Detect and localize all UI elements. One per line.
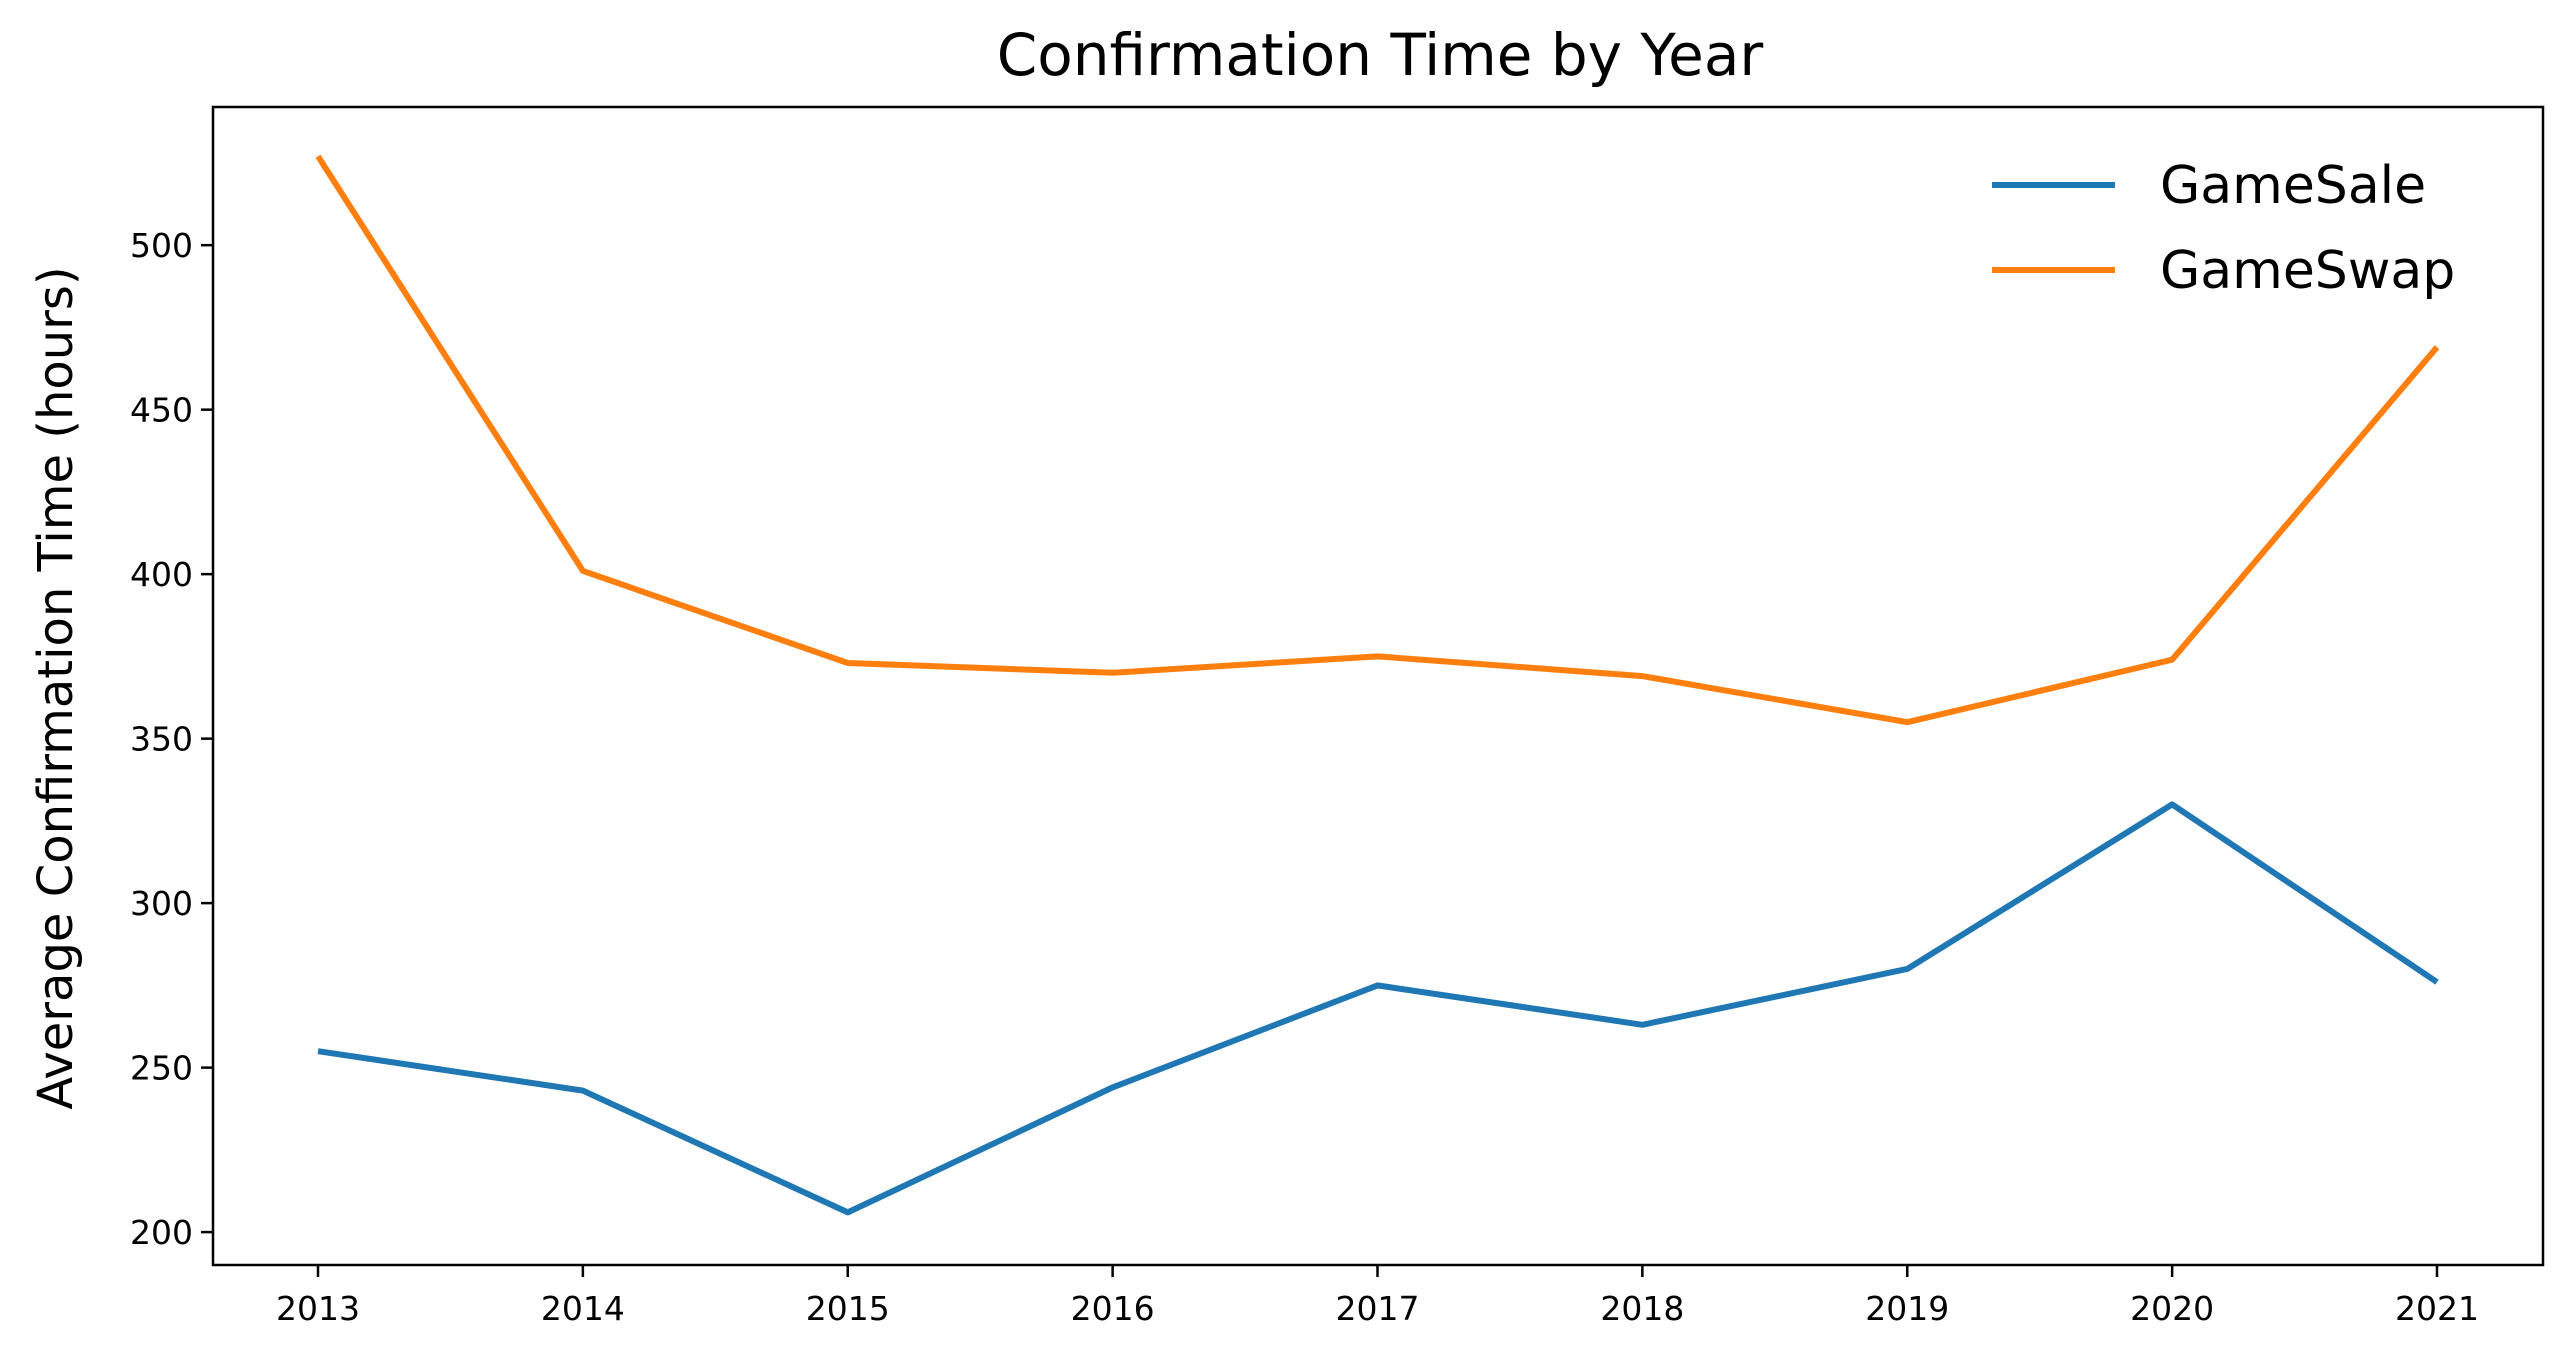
x-tick-label: 2013: [276, 1289, 360, 1328]
series-line-gamesale: [317, 801, 2439, 1216]
y-tick-label: 300: [130, 884, 193, 923]
x-tick-label: 2021: [2395, 1289, 2479, 1328]
y-tick-label: 400: [130, 555, 193, 594]
x-axis: 2013 2014 2015 2016 2017 2018 2019 2020 2021: [276, 1265, 2479, 1328]
x-tick-label: 2015: [806, 1289, 890, 1328]
y-tick-label: 450: [130, 391, 193, 430]
x-tick-label: 2019: [1865, 1289, 1949, 1328]
x-tick-label: 2014: [541, 1289, 625, 1328]
y-axis: 200 250 300 350 400 450 500: [130, 226, 213, 1252]
y-tick-label: 250: [130, 1049, 193, 1088]
y-axis-label: Average Confirmation Time (hours): [28, 266, 84, 1109]
y-tick-label: 500: [130, 226, 193, 265]
x-tick-label: 2016: [1071, 1289, 1155, 1328]
series-line-gameswap: [315, 154, 2440, 726]
x-tick-label: 2017: [1336, 1289, 1420, 1328]
legend: GameSale GameSwap: [1992, 156, 2455, 301]
legend-label-gameswap: GameSwap: [2160, 241, 2455, 301]
series-layer: [315, 154, 2440, 1216]
x-tick-label: 2020: [2130, 1289, 2214, 1328]
chart-title: Confirmation Time by Year: [997, 21, 1764, 89]
y-tick-label: 350: [130, 720, 193, 759]
x-tick-label: 2018: [1600, 1289, 1684, 1328]
y-tick-label: 200: [130, 1213, 193, 1252]
legend-label-gamesale: GameSale: [2160, 156, 2426, 216]
